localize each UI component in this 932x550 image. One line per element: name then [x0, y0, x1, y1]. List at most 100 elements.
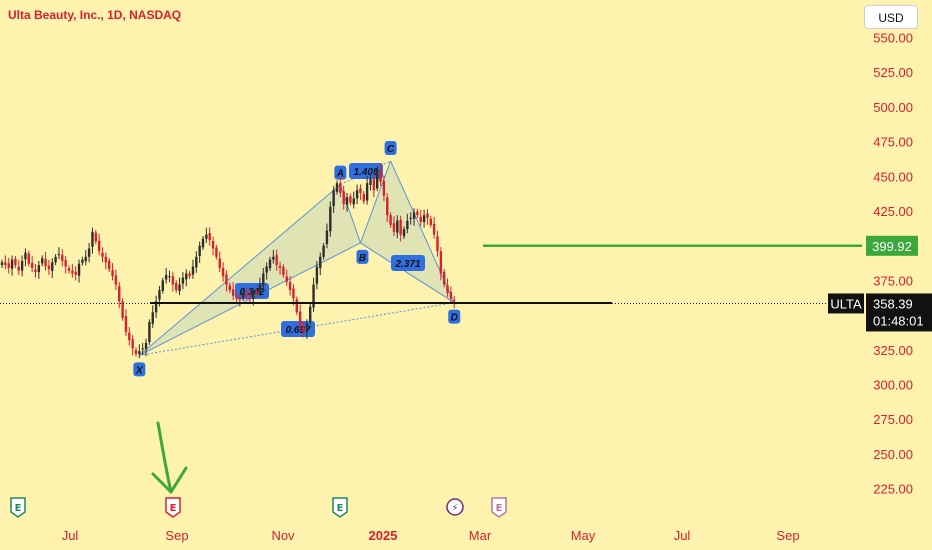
candle: [94, 229, 97, 245]
candle-body: [288, 281, 292, 291]
dividend-marker-circle: [446, 498, 464, 516]
candle-body: [121, 301, 124, 318]
candle: [141, 342, 144, 356]
candle: [198, 241, 201, 263]
pattern-point-b[interactable]: B: [356, 249, 369, 264]
candle: [24, 248, 27, 267]
candle-body: [292, 288, 295, 299]
price-axis[interactable]: 550.00525.00500.00475.00450.00425.00400.…: [828, 31, 932, 497]
candle: [362, 191, 365, 205]
candle: [185, 269, 188, 287]
ratio-label-text: 0.697: [285, 325, 310, 336]
candle-body: [198, 245, 201, 256]
candle: [191, 259, 195, 279]
target-price-tag: 399.92: [866, 235, 918, 256]
candle: [37, 260, 41, 280]
candle: [379, 163, 382, 187]
x-tick-label: Jul: [62, 528, 79, 543]
dividend-marker[interactable]: ⚡: [446, 498, 464, 516]
symbol-tag: ULTA: [828, 293, 864, 314]
candle: [14, 255, 17, 268]
candle-body: [359, 188, 362, 193]
candle-body: [349, 196, 352, 203]
candle: [295, 296, 298, 316]
candle-body: [87, 248, 91, 257]
chart-title: Ulta Beauty, Inc., 1D, NASDAQ: [8, 8, 182, 22]
event-markers[interactable]: E E E ⚡ E: [10, 497, 507, 518]
candle-body: [228, 285, 231, 291]
candle: [248, 289, 252, 303]
candle-body: [439, 251, 443, 274]
candle: [419, 209, 422, 227]
candle-body: [24, 252, 27, 260]
candle: [436, 230, 439, 257]
pattern-point-badge: [356, 249, 369, 264]
candle: [376, 166, 379, 192]
candle: [305, 319, 309, 339]
candle-body: [54, 256, 57, 263]
candle: [285, 269, 288, 286]
candle-body: [329, 206, 332, 232]
candle-body: [208, 232, 211, 241]
candle-body: [178, 284, 181, 291]
event-marker-label: E: [15, 503, 22, 514]
candle: [104, 252, 108, 270]
pattern-point-x[interactable]: X: [133, 362, 146, 377]
candle: [101, 247, 104, 263]
candle-body: [44, 259, 47, 267]
pattern-diagonal-ac: [340, 160, 391, 186]
candle: [57, 247, 61, 260]
candle-body: [449, 292, 453, 299]
candle-body: [20, 260, 24, 271]
time-axis[interactable]: Jul Sep Nov 2025 Mar May Jul Sep: [62, 528, 800, 543]
candle: [282, 264, 285, 278]
candle-body: [392, 223, 396, 232]
earnings-marker[interactable]: E: [332, 497, 348, 518]
candle-body: [312, 284, 315, 308]
pattern-point-d[interactable]: D: [448, 309, 461, 324]
candle: [77, 259, 81, 283]
candle-body: [255, 291, 258, 295]
earnings-marker[interactable]: E: [10, 497, 26, 518]
candle-body: [211, 240, 215, 249]
candle-body: [396, 220, 399, 233]
candle: [74, 266, 77, 281]
candle-body: [335, 183, 339, 192]
candle: [215, 244, 218, 260]
candle: [255, 288, 258, 298]
candle-body: [406, 220, 409, 230]
candle: [245, 286, 248, 300]
candle: [319, 252, 322, 276]
candle: [164, 267, 168, 284]
earnings-marker[interactable]: E: [165, 497, 181, 518]
candle-body: [422, 215, 426, 223]
candle: [372, 174, 376, 198]
candle-body: [91, 231, 94, 247]
candle: [329, 201, 332, 237]
candle-body: [352, 198, 355, 205]
pattern-point-a[interactable]: A: [334, 165, 347, 180]
candle: [265, 262, 268, 280]
earnings-marker-shield: [332, 497, 348, 518]
candle-body: [151, 312, 154, 324]
candle: [4, 255, 7, 270]
candle-body: [185, 273, 188, 280]
pattern-point-label: X: [135, 365, 144, 376]
candle: [218, 251, 221, 273]
candle-body: [436, 236, 439, 252]
currency-button[interactable]: USD: [864, 5, 918, 29]
candle: [272, 249, 275, 264]
pattern-leg-xa: [139, 184, 341, 356]
candle: [61, 249, 64, 267]
earnings-marker-shield: [165, 497, 181, 518]
candle: [20, 255, 24, 277]
candle: [221, 262, 225, 282]
candle: [97, 233, 101, 256]
pattern-point-label: C: [387, 144, 395, 155]
candle-body: [138, 351, 141, 354]
candle-body: [298, 311, 302, 327]
earnings-marker[interactable]: E: [491, 497, 507, 518]
pattern-point-c[interactable]: C: [384, 141, 397, 156]
